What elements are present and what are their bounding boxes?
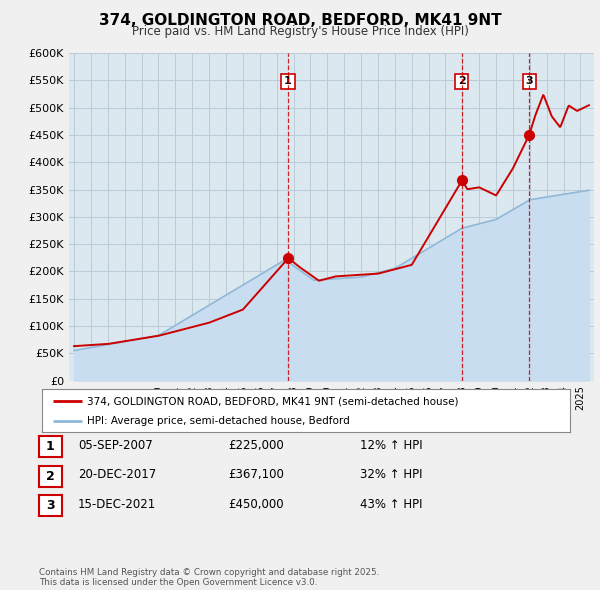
Text: 43% ↑ HPI: 43% ↑ HPI (360, 498, 422, 511)
Text: 1: 1 (46, 440, 55, 453)
Text: 32% ↑ HPI: 32% ↑ HPI (360, 468, 422, 481)
Text: 2: 2 (46, 470, 55, 483)
Text: £367,100: £367,100 (228, 468, 284, 481)
Text: 2: 2 (458, 77, 466, 87)
Text: 3: 3 (526, 77, 533, 87)
Text: 374, GOLDINGTON ROAD, BEDFORD, MK41 9NT: 374, GOLDINGTON ROAD, BEDFORD, MK41 9NT (98, 13, 502, 28)
Text: Price paid vs. HM Land Registry's House Price Index (HPI): Price paid vs. HM Land Registry's House … (131, 25, 469, 38)
Text: £225,000: £225,000 (228, 439, 284, 452)
Text: 374, GOLDINGTON ROAD, BEDFORD, MK41 9NT (semi-detached house): 374, GOLDINGTON ROAD, BEDFORD, MK41 9NT … (87, 396, 458, 407)
Text: 20-DEC-2017: 20-DEC-2017 (78, 468, 156, 481)
Text: 1: 1 (284, 77, 292, 87)
Text: 15-DEC-2021: 15-DEC-2021 (78, 498, 156, 511)
Text: Contains HM Land Registry data © Crown copyright and database right 2025.
This d: Contains HM Land Registry data © Crown c… (39, 568, 379, 587)
Text: 12% ↑ HPI: 12% ↑ HPI (360, 439, 422, 452)
Text: £450,000: £450,000 (228, 498, 284, 511)
Text: HPI: Average price, semi-detached house, Bedford: HPI: Average price, semi-detached house,… (87, 417, 350, 426)
Text: 05-SEP-2007: 05-SEP-2007 (78, 439, 153, 452)
Text: 3: 3 (46, 499, 55, 512)
